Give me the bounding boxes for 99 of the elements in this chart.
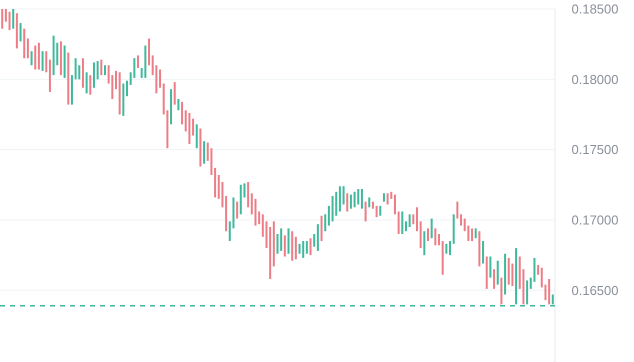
candlestick [478,231,480,266]
candlestick [316,224,319,251]
candlestick [338,186,341,212]
candlestick [26,38,29,58]
candlestick [67,52,70,105]
candlestick [493,269,496,289]
candlestick [434,228,436,246]
candlestick [199,128,202,167]
candlestick [30,51,33,66]
candlestick [247,182,250,208]
candlestick [324,214,326,232]
candlestick [313,234,316,247]
candlestick [64,46,66,78]
candlestick [111,75,114,100]
candlestick [401,212,404,234]
candlestick [346,193,348,212]
candlestick [515,248,518,304]
candlestick [8,12,11,30]
candlestick [379,206,382,216]
candlestick [118,72,121,114]
y-tick-label: 0.16500 [572,282,618,298]
candlestick [284,235,286,257]
candlestick [82,58,84,88]
candlestick [155,65,158,94]
candlestick [294,236,297,260]
candlestick [170,89,172,124]
candlestick [122,84,124,116]
candlestick [426,228,429,242]
candlestick [236,202,238,219]
candlestick [368,197,370,208]
candlestick [291,231,294,261]
y-tick-label: 0.18000 [572,72,618,87]
candlestick [174,82,176,105]
candlestick [537,264,540,275]
candlestick [364,202,367,222]
candlestick [360,189,363,209]
candlestick [382,193,385,202]
candlestick [445,244,448,254]
candlestick [203,141,206,164]
candlestick [408,214,411,227]
y-tick-label: 0.17500 [572,142,618,158]
candlestick [280,228,282,251]
candlestick [56,42,58,66]
candlestick [240,184,242,214]
candlestick [423,231,426,256]
candlestick [357,189,360,204]
candlestick [489,256,492,278]
candlestick [137,55,140,68]
y-tick-label: 0.17000 [572,212,618,228]
candlestick [144,46,146,78]
candlestick [298,244,301,254]
candlestick [272,221,275,266]
candlestick [386,193,389,204]
candlestick [496,260,499,285]
candlestick [104,65,106,76]
candlestick [526,280,528,304]
candlestick [354,192,356,208]
candlestick [486,256,488,289]
candlestick [86,72,88,94]
candlestick [464,218,466,232]
candlestick [376,206,378,218]
candlestick [140,68,143,78]
candlestick [548,279,550,304]
candlestick [196,124,198,148]
candlestick [474,228,477,238]
candlestick [23,28,26,58]
candlestick [471,228,474,242]
candlestick [20,23,22,42]
candlestick [133,58,136,78]
candlestick [504,254,506,294]
candlestick [482,241,484,264]
candlestick [288,228,290,254]
candlestick [177,99,180,110]
candlestick [508,258,510,285]
candlestick [188,113,190,144]
candlestick [52,36,55,76]
candlestick [467,226,470,242]
candlestick [320,216,323,242]
candlestick [92,62,95,88]
candlestick [310,238,312,256]
candlestick [108,65,110,84]
candlestick [332,196,334,222]
candlestick [1,9,4,29]
candlestick [34,46,36,70]
candlestick [500,278,502,304]
candlestick [100,60,102,76]
candlestick [38,42,40,70]
candlestick [12,9,14,29]
y-tick-label: 0.18500 [572,2,618,17]
candlestick [60,41,62,76]
candlestick [166,110,168,148]
candlestick [89,75,92,95]
candlestick [16,13,18,48]
candlestick [306,241,308,254]
candlestick [350,194,352,209]
candlestick [430,218,433,238]
candlestick [42,51,44,71]
candlestick [78,65,80,80]
candlestick [302,241,304,258]
